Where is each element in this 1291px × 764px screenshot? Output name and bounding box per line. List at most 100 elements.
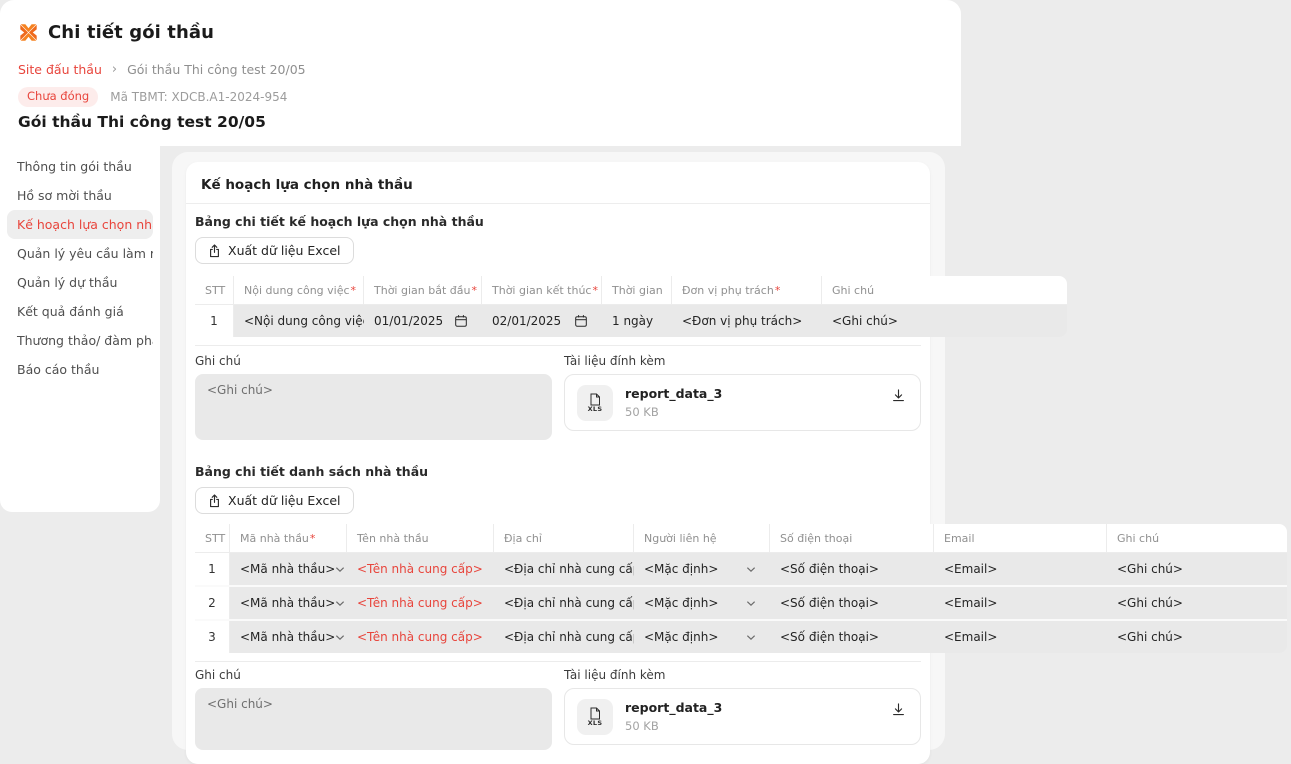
chevron-down-icon [335, 600, 345, 607]
xls-file-icon: XLS [577, 385, 613, 421]
xls-file-icon: XLS [577, 699, 613, 735]
vendor-code-select[interactable]: <Mã nhà thầu> [230, 587, 347, 619]
plan-header-bat-dau: Thời gian bắt đầu * [364, 276, 482, 304]
plan-header-stt: STT [195, 276, 234, 304]
divider [195, 661, 921, 662]
vendor-table-row: 2 <Mã nhà thầu> <Tên nhà cung cấp> <Địa … [195, 587, 1287, 621]
email-cell[interactable]: <Email> [934, 621, 1107, 653]
sidebar-item-ho-so-moi-thau[interactable]: Hồ sơ mời thầu [17, 188, 112, 203]
export-icon [208, 243, 221, 258]
vendors-note-textarea[interactable] [195, 688, 552, 750]
phone-cell[interactable]: <Số điện thoại> [770, 621, 934, 653]
task-name-field[interactable]: <Nội dung công việc> [234, 305, 364, 337]
plan-header-noi-dung: Nội dung công việc * [234, 276, 364, 304]
breadcrumb-separator: › [111, 62, 118, 77]
tbmt-code: Mã TBMT: XDCB.A1-2024-954 [110, 90, 288, 104]
note-label: Ghi chú [195, 668, 241, 682]
export-vendors-button[interactable]: Xuất dữ liệu Excel [195, 487, 354, 514]
app-logo-icon [18, 22, 39, 43]
sidebar-item-quan-ly-du-thau[interactable]: Quản lý dự thầu [17, 275, 118, 290]
note-cell[interactable]: <Ghi chú> [1107, 587, 1287, 619]
export-plan-button[interactable]: Xuất dữ liệu Excel [195, 237, 354, 264]
vendor-code-select[interactable]: <Mã nhà thầu> [230, 553, 347, 585]
breadcrumb: Site đấu thầu › Gói thầu Thi công test 2… [18, 62, 306, 77]
address-cell[interactable]: <Địa chỉ nhà cung cấp> [494, 553, 634, 585]
plan-section-title: Bảng chi tiết kế hoạch lựa chọn nhà thầu [195, 214, 484, 229]
email-cell[interactable]: <Email> [934, 553, 1107, 585]
vendor-header-lien-he: Người liên hệ [634, 524, 770, 552]
stt-cell: 1 [195, 553, 230, 585]
attachment-card: XLS report_data_3 50 KB [564, 374, 921, 431]
plan-header-ghi-chu: Ghi chú [822, 276, 1067, 304]
address-cell[interactable]: <Địa chỉ nhà cung cấp> [494, 621, 634, 653]
export-icon [208, 493, 221, 508]
sidebar-item-ke-hoach-lua-chon[interactable]: Kế hoạch lựa chọn nhà... [7, 210, 153, 239]
download-button[interactable] [889, 700, 908, 719]
vendor-name-cell[interactable]: <Tên nhà cung cấp> [347, 553, 494, 585]
vendors-section-title: Bảng chi tiết danh sách nhà thầu [195, 464, 429, 479]
vendor-header-stt: STT [195, 524, 230, 552]
calendar-icon [454, 314, 468, 328]
attachment-label: Tài liệu đính kèm [564, 668, 666, 682]
note-label: Ghi chú [195, 354, 241, 368]
sidebar: Thông tin gói thầu Hồ sơ mời thầu Kế hoạ… [0, 146, 160, 512]
duration-cell: 1 ngày [602, 305, 672, 337]
stt-cell: 2 [195, 587, 230, 619]
note-cell[interactable]: <Ghi chú> [1107, 621, 1287, 653]
stt-cell: 3 [195, 621, 230, 653]
content-wrapper: Kế hoạch lựa chọn nhà thầu Bảng chi tiết… [172, 152, 1287, 764]
download-button[interactable] [889, 386, 908, 405]
chevron-down-icon [335, 566, 345, 573]
sidebar-item-thuong-thao-dam-phan[interactable]: Thương thảo/ đàm phán [17, 333, 153, 348]
sidebar-item-thong-tin-goi-thau[interactable]: Thông tin gói thầu [17, 159, 132, 174]
chevron-down-icon [335, 634, 345, 641]
plan-note-textarea[interactable] [195, 374, 552, 440]
plan-table: STT Nội dung công việc * Thời gian bắt đầ… [195, 276, 1067, 337]
sidebar-item-ket-qua-danh-gia[interactable]: Kết quả đánh giá [17, 304, 124, 319]
sidebar-item-quan-ly-yeu-cau-lam-ro[interactable]: Quản lý yêu cầu làm rõ [17, 246, 153, 261]
chevron-down-icon [746, 600, 756, 607]
contact-select[interactable]: <Mặc định> [634, 553, 770, 585]
sidebar-item-bao-cao-thau[interactable]: Báo cáo thầu [17, 362, 100, 377]
card-title: Kế hoạch lựa chọn nhà thầu [201, 177, 413, 193]
attachment-card: XLS report_data_3 50 KB [564, 688, 921, 745]
email-cell[interactable]: <Email> [934, 587, 1107, 619]
breadcrumb-link-site[interactable]: Site đấu thầu [18, 62, 102, 77]
vendor-code-select[interactable]: <Mã nhà thầu> [230, 621, 347, 653]
note-field[interactable]: <Ghi chú> [822, 305, 1067, 337]
page-title: Gói thầu Thi công test 20/05 [18, 113, 266, 131]
attachment-name: report_data_3 [625, 700, 723, 715]
note-cell[interactable]: <Ghi chú> [1107, 553, 1287, 585]
download-icon [891, 702, 906, 717]
plan-table-row: 1 <Nội dung công việc> 01/01/2025 02/ [195, 305, 1067, 337]
stt-cell: 1 [195, 305, 234, 337]
chevron-down-icon [746, 634, 756, 641]
vendor-header-ten: Tên nhà thầu [347, 524, 494, 552]
download-icon [891, 388, 906, 403]
plan-header-thoi-gian: Thời gian [602, 276, 672, 304]
app-title: Chi tiết gói thầu [48, 22, 215, 43]
vendor-header-ma: Mã nhà thầu * [230, 524, 347, 552]
attachment-size: 50 KB [625, 719, 659, 733]
contact-select[interactable]: <Mặc định> [634, 587, 770, 619]
address-cell[interactable]: <Địa chỉ nhà cung cấp> [494, 587, 634, 619]
unit-field[interactable]: <Đơn vị phụ trách> [672, 305, 822, 337]
end-date-field[interactable]: 02/01/2025 [482, 305, 602, 337]
attachment-size: 50 KB [625, 405, 659, 419]
vendor-name-cell[interactable]: <Tên nhà cung cấp> [347, 621, 494, 653]
main-card: Kế hoạch lựa chọn nhà thầu Bảng chi tiết… [186, 162, 1287, 764]
status-badge: Chưa đóng [18, 87, 99, 107]
vendor-table-row: 3 <Mã nhà thầu> <Tên nhà cung cấp> <Địa … [195, 621, 1287, 653]
attachment-label: Tài liệu đính kèm [564, 354, 666, 368]
start-date-field[interactable]: 01/01/2025 [364, 305, 482, 337]
contact-select[interactable]: <Mặc định> [634, 621, 770, 653]
phone-cell[interactable]: <Số điện thoại> [770, 553, 934, 585]
vendor-table-row: 1 <Mã nhà thầu> <Tên nhà cung cấp> <Địa … [195, 553, 1287, 587]
vendors-table: STT Mã nhà thầu * Tên nhà thầu Địa chỉ Ng… [195, 524, 1287, 653]
vendor-name-cell[interactable]: <Tên nhà cung cấp> [347, 587, 494, 619]
vendor-header-dia-chi: Địa chỉ [494, 524, 634, 552]
attachment-name: report_data_3 [625, 386, 723, 401]
vendor-header-sdt: Số điện thoại [770, 524, 934, 552]
vendor-header-email: Email [934, 524, 1107, 552]
phone-cell[interactable]: <Số điện thoại> [770, 587, 934, 619]
